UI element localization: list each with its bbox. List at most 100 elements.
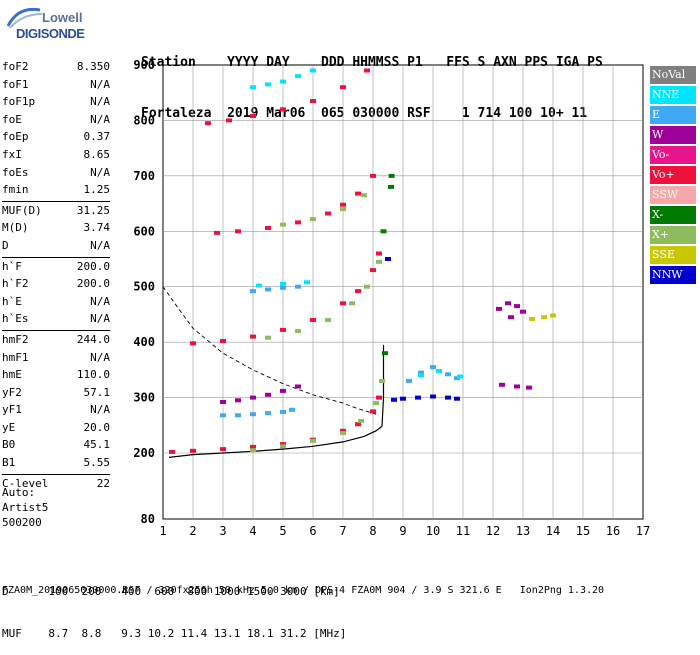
y-tick-label: 600 — [133, 224, 155, 238]
data-point-nne — [280, 281, 286, 286]
legend-item: Vo+ — [650, 166, 696, 184]
data-point-x — [310, 438, 316, 443]
data-point-vo — [280, 107, 286, 112]
data-point-e — [265, 411, 271, 416]
data-point-e — [265, 287, 271, 292]
param-value: N/A — [90, 112, 110, 126]
param-row: foF1p N/A — [2, 93, 110, 111]
data-point-x — [250, 448, 256, 453]
data-point-vo — [364, 68, 370, 73]
data-point-vo — [295, 220, 301, 225]
param-separator — [2, 200, 110, 202]
logo-swoosh-icon — [6, 7, 43, 29]
param-name: fmin — [2, 183, 29, 197]
x-tick-label: 16 — [606, 524, 620, 538]
data-point-x — [340, 207, 346, 212]
x-tick-label: 2 — [189, 524, 196, 538]
param-name: h`E — [2, 294, 22, 308]
curve-trace — [168, 425, 383, 458]
scaled-parameters-panel: foF2 8.350 foF1 N/A foF1p N/A foE N/A foEp 0.37 fx… — [2, 58, 110, 492]
x-tick-label: 3 — [219, 524, 226, 538]
data-point-w — [514, 304, 520, 309]
data-point-x — [379, 378, 385, 383]
param-row: hmF2 244.0 — [2, 331, 110, 349]
data-point-nne — [457, 374, 463, 379]
param-row: foF1 N/A — [2, 76, 110, 94]
data-point-e — [220, 413, 226, 418]
data-point-e — [235, 413, 241, 418]
data-point-w — [295, 384, 301, 389]
data-point-e — [430, 365, 436, 370]
param-name: foE — [2, 112, 22, 126]
param-name: foF2 — [2, 60, 29, 73]
param-name: hmF1 — [2, 350, 29, 364]
data-point-nnw — [445, 395, 451, 400]
data-point-vo — [250, 334, 256, 339]
data-point-nne — [295, 74, 301, 79]
x-tick-label: 12 — [486, 524, 500, 538]
param-separator — [2, 256, 110, 258]
data-point-vo — [355, 422, 361, 427]
param-separator — [2, 329, 110, 331]
data-point-x — [265, 335, 271, 340]
param-row: h`Es N/A — [2, 310, 110, 328]
y-tick-label: 800 — [133, 113, 155, 127]
data-point-vo — [250, 114, 256, 118]
data-point-vo — [250, 444, 256, 449]
data-point-vo — [376, 395, 382, 400]
param-name: foF1p — [2, 95, 36, 109]
data-point-x — [340, 431, 346, 435]
lowell-digisonde-logo: Lowell DIGISONDE — [4, 4, 85, 44]
x-tick-label: 8 — [369, 524, 376, 538]
x-tick-label: 9 — [399, 524, 406, 538]
param-row: fxI 8.65 — [2, 146, 110, 164]
data-point-nne — [310, 68, 316, 73]
legend-item: SSE — [650, 246, 696, 264]
data-point-sse — [550, 313, 556, 318]
data-point-x — [373, 401, 379, 406]
data-point-e — [445, 372, 451, 377]
data-point-vo — [214, 230, 220, 235]
param-value: 31.25 — [76, 203, 110, 217]
param-value: 110.0 — [76, 368, 110, 382]
x-tick-label: 1 — [159, 524, 166, 538]
data-point-x — [361, 193, 367, 198]
data-point-x — [280, 222, 286, 227]
data-point-w — [520, 309, 526, 314]
x-tick-label: 15 — [576, 524, 590, 538]
legend-item: Vo- — [650, 146, 696, 164]
param-name: foF1 — [2, 77, 29, 91]
param-name: D — [2, 238, 9, 252]
x-tick-label: 13 — [516, 524, 530, 538]
param-row: M(D) 3.74 — [2, 219, 110, 237]
data-point-vo — [376, 251, 382, 256]
param-value: 45.1 — [83, 438, 111, 452]
y-tick-label: 400 — [133, 335, 155, 349]
data-point-w — [220, 400, 226, 404]
data-point-x — [376, 259, 382, 264]
data-point-vo — [370, 173, 376, 178]
data-point-w — [526, 385, 532, 390]
legend-item: NNW — [650, 266, 696, 284]
muf-footer: D 100 200 400 600 800 1000 1500 3000 [km… — [2, 557, 346, 655]
data-point-e — [280, 410, 286, 414]
data-point-vo — [310, 99, 316, 103]
param-row: hmE 110.0 — [2, 366, 110, 384]
data-point-vo — [340, 202, 346, 207]
data-point-e — [250, 412, 256, 417]
param-value: 244.0 — [76, 332, 110, 346]
param-value: 8.350 — [76, 60, 110, 73]
data-point-w — [514, 384, 520, 389]
data-point-nnw — [430, 394, 436, 399]
legend-item: NoVal — [650, 66, 696, 84]
legend-item: X- — [650, 206, 696, 224]
data-point-w — [265, 392, 271, 397]
data-point-e — [406, 378, 412, 383]
data-point-w — [250, 395, 256, 400]
data-point-e — [295, 284, 301, 289]
data-point-w — [280, 388, 286, 393]
param-value: 0.37 — [83, 130, 111, 144]
ionogram-plot: 1 2 3 4 5 6 7 8 9 10 11 12 13 14 15 16 17802003004005006… — [133, 58, 650, 538]
param-value: 200.0 — [76, 277, 110, 291]
data-point-vo — [340, 428, 346, 433]
